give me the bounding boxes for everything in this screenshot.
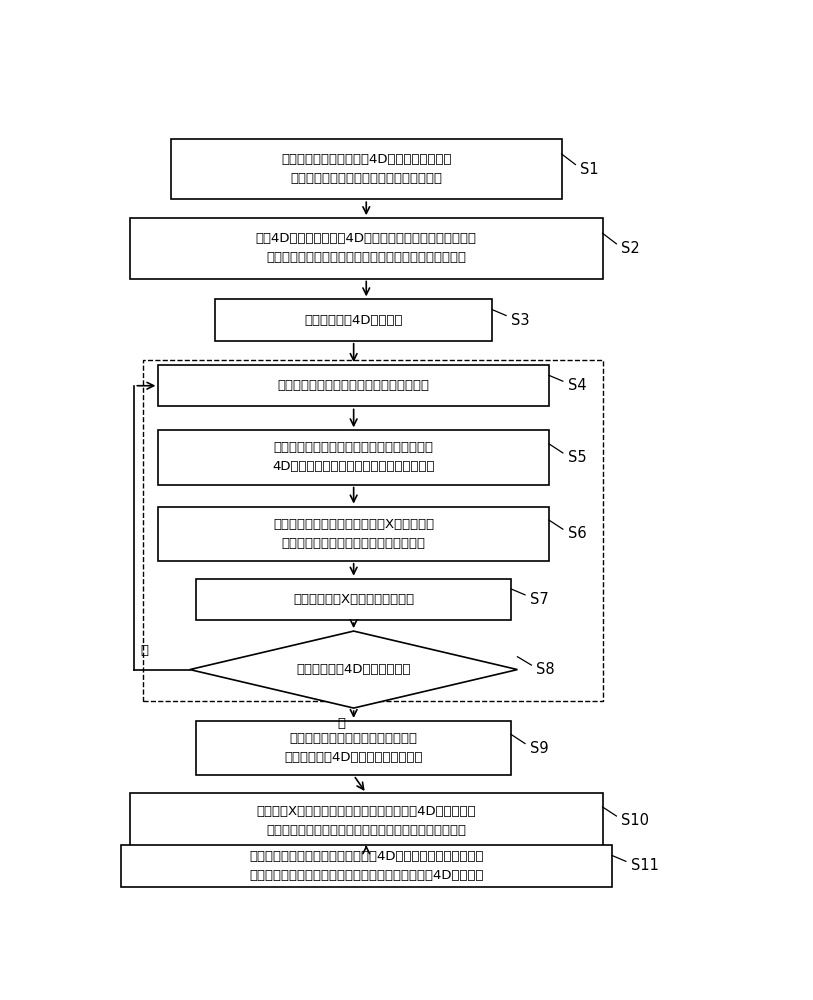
Bar [196,721,511,775]
Text: 否: 否 [141,644,149,657]
Bar [120,845,612,887]
Bar [215,299,493,341]
Text: 将计算出的实际剂量分布与本单分次4D放疗计划的计划剂量分布
进行对比，根据对比结果确定是否需要优化后续分次4D放疗计划: 将计算出的实际剂量分布与本单分次4D放疗计划的计划剂量分布 进行对比，根据对比结… [249,850,484,882]
Text: 根据所监测的患者呼吸时相变化形成
患者本单分次4D放疗中的呼吸曲线图: 根据所监测的患者呼吸时相变化形成 患者本单分次4D放疗中的呼吸曲线图 [285,732,423,764]
Text: 设计4D放疗计划；所述4D放疗计划包括对应各呼吸时相的
射野参数和计划剂量分布、以及各时相合成计划剂量分布: 设计4D放疗计划；所述4D放疗计划包括对应各呼吸时相的 射野参数和计划剂量分布、… [256,232,476,264]
Text: S6: S6 [567,526,586,541]
Text: 判断本单分次4D放疗是否结束: 判断本单分次4D放疗是否结束 [297,663,411,676]
Bar [142,360,602,701]
Text: S5: S5 [567,450,586,465]
Bar [159,365,549,406]
Text: S2: S2 [621,241,640,256]
Text: 根据所预测的呼吸时相变化从输出的本单分次
4D放疗计划中调用对应呼吸时相的射野参数: 根据所预测的呼吸时相变化从输出的本单分次 4D放疗计划中调用对应呼吸时相的射野参… [272,441,435,473]
Text: S10: S10 [621,813,650,828]
Bar [196,579,511,620]
Text: S7: S7 [530,592,549,607]
Text: 是: 是 [337,717,345,730]
Text: S4: S4 [567,378,586,393]
Bar [171,139,562,199]
Text: 实时存储医疗X射线机各动作数据: 实时存储医疗X射线机各动作数据 [293,593,414,606]
Text: S8: S8 [537,662,555,677]
Bar [130,218,602,279]
Bar [130,793,602,848]
Text: 利用医疗X射线机各动作数据和患者本单分次4D放疗中的呼
吸曲线图计算本单分次放疗中患者所接受的实际剂量分布: 利用医疗X射线机各动作数据和患者本单分次4D放疗中的呼 吸曲线图计算本单分次放疗… [256,805,476,837]
Text: S11: S11 [631,858,659,873]
Text: 输出本单分次4D放疗计划: 输出本单分次4D放疗计划 [304,314,403,327]
Bar [159,507,549,561]
Text: 根据所调用的射野参数控制医疗X射线机形成
相应射野，以及完成相应的出束照射动作: 根据所调用的射野参数控制医疗X射线机形成 相应射野，以及完成相应的出束照射动作 [273,518,434,550]
Polygon shape [189,631,518,708]
Text: S9: S9 [530,741,549,756]
Text: S1: S1 [580,162,599,177]
Text: S3: S3 [511,313,530,328]
Bar [159,430,549,485]
Text: 输入患者不同呼吸时相的4D医学图像，并勾画
出各呼吸时相的靶区和危及器官的组织轮廓: 输入患者不同呼吸时相的4D医学图像，并勾画 出各呼吸时相的靶区和危及器官的组织轮… [281,153,451,185]
Text: 监测患者呼吸时相并预测患者呼吸时相变化: 监测患者呼吸时相并预测患者呼吸时相变化 [278,379,429,392]
